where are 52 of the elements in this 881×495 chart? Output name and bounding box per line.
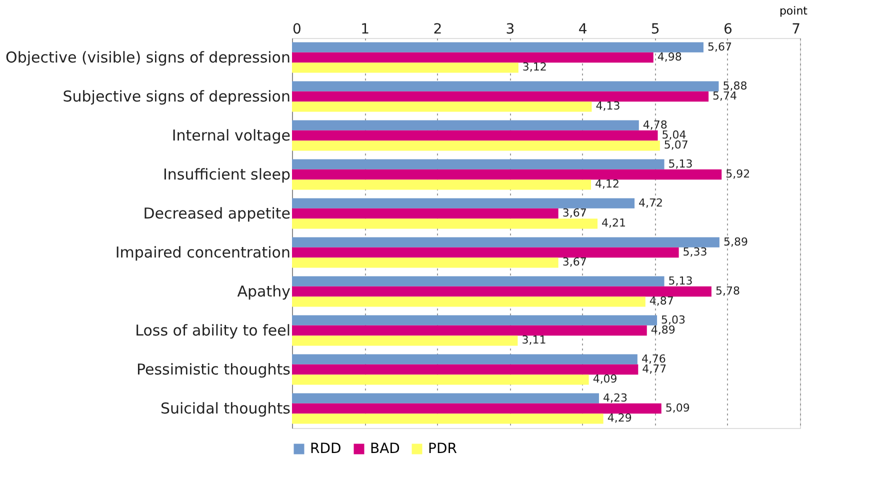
y-tick-label: Apathy — [237, 282, 291, 300]
data-label: 5,74 — [712, 90, 738, 102]
y-tick-label: Objective (visible) signs of depression — [6, 48, 290, 66]
data-label: 4,21 — [602, 216, 626, 230]
data-label: 3,12 — [522, 60, 547, 74]
legend-label: PDR — [428, 441, 458, 457]
x-tick-label: 0 — [292, 22, 302, 38]
data-label: 4,09 — [592, 372, 618, 386]
y-tick-label: Insufficient sleep — [162, 166, 290, 184]
data-label: 5,03 — [661, 313, 686, 326]
data-label: 4,72 — [638, 196, 664, 210]
y-tick-label: Loss of ability to feel — [135, 322, 290, 340]
data-label: 5,13 — [668, 274, 693, 288]
x-tick-label: 2 — [433, 22, 442, 38]
y-tick-label: Subjective signs of depression — [62, 88, 290, 106]
data-label: 5,89 — [723, 235, 748, 248]
x-tick-label: 1 — [360, 22, 370, 38]
y-tick-label: Pessimistic thoughts — [136, 360, 291, 378]
data-label: 4,12 — [594, 178, 620, 191]
data-label: 4,87 — [649, 294, 674, 308]
data-label: 4,78 — [642, 118, 668, 132]
data-label: 4,98 — [657, 50, 682, 64]
x-axis-title: point — [779, 4, 808, 18]
data-label: 5,67 — [707, 40, 732, 54]
x-tick-label: 7 — [792, 22, 800, 38]
data-label: 3,11 — [522, 334, 546, 347]
y-tick-label: Decreased appetite — [143, 204, 290, 222]
data-label: 4,13 — [596, 100, 620, 113]
x-tick-label: 6 — [723, 22, 732, 38]
x-tick-label: 3 — [506, 22, 515, 38]
x-tick-label: 4 — [578, 22, 588, 38]
data-label: 3,67 — [562, 256, 587, 269]
data-label: 4,89 — [650, 324, 676, 336]
data-label: 5,92 — [726, 168, 750, 180]
data-label: 4,77 — [642, 362, 667, 376]
data-label: 5,78 — [715, 284, 740, 298]
legend-label: RDD — [310, 441, 342, 457]
x-tick-label: 5 — [650, 22, 660, 38]
data-label: 4,29 — [607, 412, 632, 425]
data-label: 5,04 — [662, 128, 686, 142]
data-label: 5,13 — [668, 157, 693, 170]
data-label: 5,07 — [664, 138, 688, 152]
data-label: 5,88 — [722, 79, 748, 92]
data-label: 5,09 — [665, 402, 690, 414]
legend-label: BAD — [370, 441, 400, 457]
data-label: 4,76 — [641, 352, 666, 366]
data-label: 5,33 — [682, 246, 708, 258]
y-tick-label: Suicidal thoughts — [160, 400, 291, 418]
y-tick-label: Impaired concentration — [115, 244, 290, 262]
y-tick-label: Internal voltage — [172, 126, 290, 144]
data-label: 4,23 — [602, 391, 628, 404]
data-label: 3,67 — [562, 206, 587, 220]
